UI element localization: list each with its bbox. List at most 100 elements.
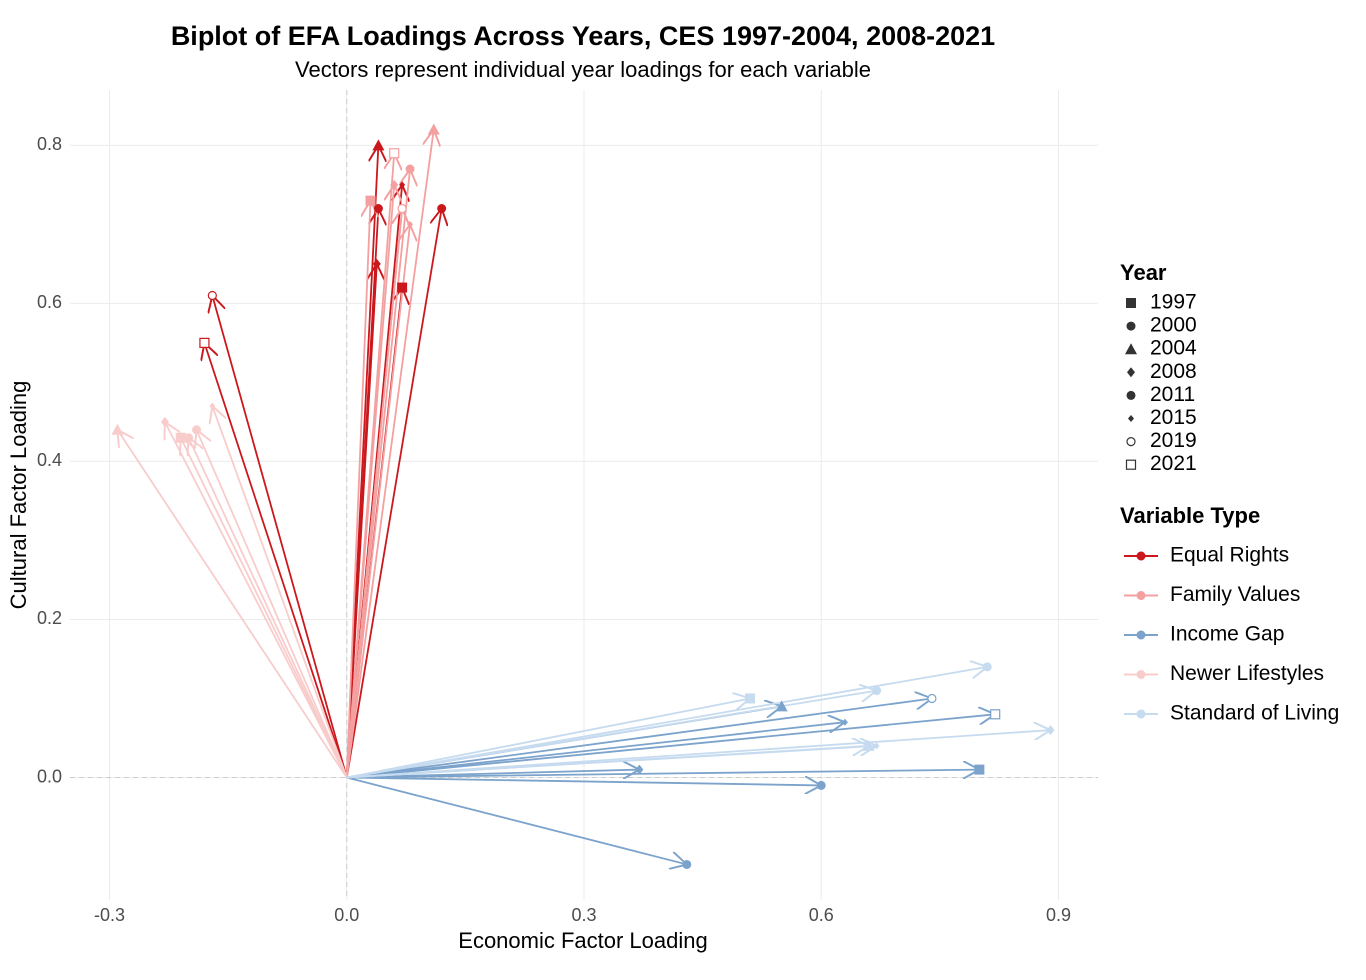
loading-vector <box>345 224 410 778</box>
legend-symbol <box>1126 321 1136 331</box>
loading-vector <box>346 698 932 779</box>
loading-point <box>872 686 882 696</box>
x-tick-label: 0.0 <box>334 905 359 925</box>
loading-vector <box>346 730 1051 779</box>
legend-label: 2000 <box>1150 314 1197 337</box>
loading-point <box>389 148 400 159</box>
loading-point <box>635 764 644 775</box>
loading-vector <box>189 438 348 778</box>
chart-subtitle: Vectors represent individual year loadin… <box>295 57 871 82</box>
loading-vector <box>346 722 845 779</box>
loading-vector <box>346 667 988 779</box>
legend-label: 2004 <box>1150 337 1197 360</box>
loading-vector <box>346 698 750 779</box>
legend-label: Equal Rights <box>1170 544 1289 567</box>
legend-title: Year <box>1120 260 1167 285</box>
loading-point <box>862 739 875 751</box>
loading-point <box>199 337 210 348</box>
loading-point <box>437 204 447 214</box>
legend-label: 2008 <box>1150 360 1197 383</box>
legend-label: Family Values <box>1170 583 1300 606</box>
loading-vector <box>346 778 821 786</box>
loading-vector <box>345 209 402 778</box>
legend-symbol <box>1127 367 1135 378</box>
loading-vector <box>197 430 348 778</box>
y-tick-label: 0.8 <box>37 134 62 154</box>
y-tick-label: 0.6 <box>37 292 62 312</box>
x-tick-label: 0.9 <box>1046 905 1071 925</box>
legend-dot <box>1136 591 1146 600</box>
legend-label: Standard of Living <box>1170 702 1339 725</box>
legend-symbol <box>1125 459 1137 470</box>
loading-point <box>982 662 992 672</box>
loading-point <box>990 709 1001 720</box>
y-tick-label: 0.2 <box>37 608 62 628</box>
legend-dot <box>1136 709 1146 719</box>
loading-vector <box>345 130 434 778</box>
loading-vector <box>212 295 348 778</box>
y-axis-label: Cultural Factor Loading <box>6 381 31 610</box>
legend-dot <box>1136 670 1146 679</box>
legend-symbol <box>1126 298 1136 308</box>
legend-symbol <box>1128 415 1134 422</box>
loading-point <box>927 693 937 704</box>
loading-point <box>399 181 406 189</box>
x-tick-label: 0.3 <box>571 905 596 925</box>
loading-vector <box>117 430 348 779</box>
loading-point <box>682 859 692 869</box>
loading-point <box>397 203 407 214</box>
loading-vector <box>346 746 877 779</box>
legend-dot <box>1136 630 1146 640</box>
loading-point <box>775 700 788 712</box>
loading-point <box>192 425 202 435</box>
loading-point <box>160 416 169 427</box>
loading-vector <box>204 343 348 778</box>
legend-label: Income Gap <box>1170 623 1284 646</box>
loading-vector <box>181 438 348 778</box>
legend-dot <box>1136 551 1146 561</box>
loading-point <box>111 423 124 435</box>
legend-label: 2021 <box>1150 452 1197 475</box>
y-tick-label: 0.0 <box>37 766 62 786</box>
loading-vector <box>346 714 995 779</box>
loading-vector <box>346 770 640 778</box>
loading-point <box>407 220 414 228</box>
loading-point <box>745 693 756 704</box>
legend-symbol <box>1126 437 1136 447</box>
loading-point <box>841 718 848 726</box>
legend-label: Newer Lifestyles <box>1170 662 1324 685</box>
loading-vector <box>345 153 394 778</box>
legend-label: 2019 <box>1150 429 1197 452</box>
legend-symbol <box>1125 343 1137 355</box>
loading-vector <box>346 770 980 778</box>
loading-vector <box>346 776 687 865</box>
legend-label: 2011 <box>1150 383 1195 406</box>
loading-point <box>365 195 376 206</box>
x-axis-label: Economic Factor Loading <box>458 928 707 953</box>
loading-vector <box>345 201 371 778</box>
loading-point <box>405 164 415 174</box>
loading-point <box>873 742 880 750</box>
legend-label: 1997 <box>1150 291 1197 314</box>
loading-point <box>372 139 385 151</box>
loading-point <box>209 402 216 410</box>
legend-title: Variable Type <box>1120 503 1260 528</box>
loading-point <box>175 432 186 443</box>
loading-point <box>974 764 985 775</box>
loading-point <box>184 433 194 443</box>
loading-vector <box>212 406 348 778</box>
loading-point <box>397 282 408 293</box>
loading-vector <box>345 209 442 778</box>
y-tick-label: 0.4 <box>37 450 62 470</box>
loading-point <box>207 290 217 301</box>
chart-title: Biplot of EFA Loadings Across Years, CES… <box>171 21 995 51</box>
x-tick-label: 0.6 <box>809 905 834 925</box>
loading-point <box>427 123 440 135</box>
loading-point <box>372 258 381 269</box>
x-tick-label: -0.3 <box>94 905 125 925</box>
loading-vector <box>165 422 348 778</box>
legend-label: 2015 <box>1150 406 1197 429</box>
loading-point <box>816 780 826 790</box>
loading-vector <box>345 264 377 778</box>
